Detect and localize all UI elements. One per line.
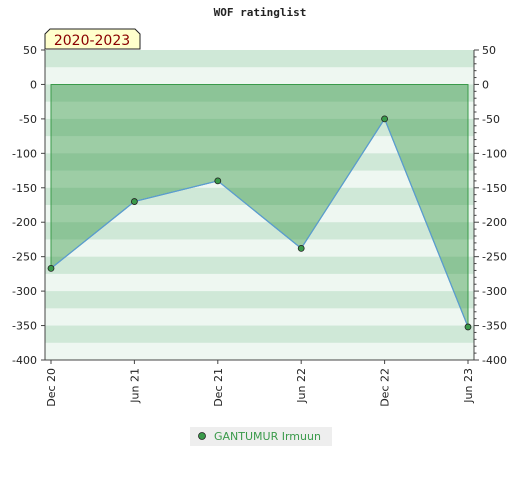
period-label: 2020-2023 xyxy=(54,33,130,49)
y-tick-label-left: -100 xyxy=(12,147,37,160)
y-tick-label-right: 50 xyxy=(482,44,496,57)
x-tick-label: Dec 21 xyxy=(212,368,225,407)
y-axis-left-ticks: 50 0 -50 -100 -150 -200 -250 -300 -350 -400 xyxy=(12,44,45,367)
chart-title: WOF ratinglist xyxy=(214,6,307,19)
background-band xyxy=(45,205,474,223)
background-band xyxy=(45,187,474,206)
background-band xyxy=(45,136,474,154)
x-tick-label: Dec 22 xyxy=(379,368,392,407)
legend-marker xyxy=(198,432,206,440)
y-tick-label-left: 50 xyxy=(23,44,37,57)
y-tick-label-right: -200 xyxy=(482,216,507,229)
x-axis-ticks: Dec 20 Jun 21 Dec 21 Jun 22 Dec 22 Jun 23 xyxy=(45,360,475,407)
background-band xyxy=(45,342,474,361)
y-tick-label-left: -50 xyxy=(19,113,37,126)
background-band xyxy=(45,67,474,85)
y-tick-label-right: 0 xyxy=(482,78,489,91)
legend-series-name: GANTUMUR Irmuun xyxy=(214,430,321,443)
data-point xyxy=(381,115,389,123)
data-point xyxy=(47,264,55,272)
data-point xyxy=(214,177,222,185)
period-badge: 2020-2023 xyxy=(44,28,141,50)
x-tick-label: Jun 21 xyxy=(128,368,141,404)
x-tick-label: Jun 23 xyxy=(462,368,475,404)
background-band xyxy=(45,308,474,327)
y-tick-label-right: -350 xyxy=(482,320,507,333)
series-line xyxy=(50,117,469,328)
y-tick-label-right: -400 xyxy=(482,354,507,367)
background-band xyxy=(45,222,474,240)
background-band xyxy=(45,84,474,103)
y-tick-label-right: -300 xyxy=(482,285,507,298)
x-tick-label: Dec 20 xyxy=(45,368,58,407)
y-tick-label-left: -200 xyxy=(12,216,37,229)
x-tick-label: Jun 22 xyxy=(295,368,308,404)
y-tick-label-right: -50 xyxy=(482,113,500,126)
background-bands xyxy=(45,50,474,361)
y-tick-label-left: -300 xyxy=(12,285,37,298)
y-tick-label-left: -400 xyxy=(12,354,37,367)
y-tick-label-left: -150 xyxy=(12,182,37,195)
y-tick-label-right: -150 xyxy=(482,182,507,195)
background-band xyxy=(45,50,474,68)
data-point xyxy=(464,323,472,331)
y-tick-label-right: -250 xyxy=(482,251,507,264)
data-point xyxy=(297,244,305,252)
series-points xyxy=(47,115,472,331)
y-tick-label-left: -250 xyxy=(12,251,37,264)
background-band xyxy=(45,325,474,344)
background-band xyxy=(45,273,474,292)
background-band xyxy=(45,101,474,120)
y-tick-label-right: -100 xyxy=(482,147,507,160)
y-axis-right-ticks: 50 0 -50 -100 -150 -200 -250 -300 -350 -400 xyxy=(474,44,507,367)
data-point xyxy=(130,198,138,205)
y-tick-label-left: -350 xyxy=(12,320,37,333)
background-band xyxy=(45,239,474,258)
y-tick-label-left: 0 xyxy=(30,78,37,91)
background-band xyxy=(45,118,474,137)
axes xyxy=(44,50,475,361)
background-band xyxy=(45,170,474,189)
background-band xyxy=(45,153,474,172)
background-band xyxy=(45,291,474,309)
background-band xyxy=(45,256,474,275)
legend: GANTUMUR Irmuun xyxy=(190,427,332,446)
